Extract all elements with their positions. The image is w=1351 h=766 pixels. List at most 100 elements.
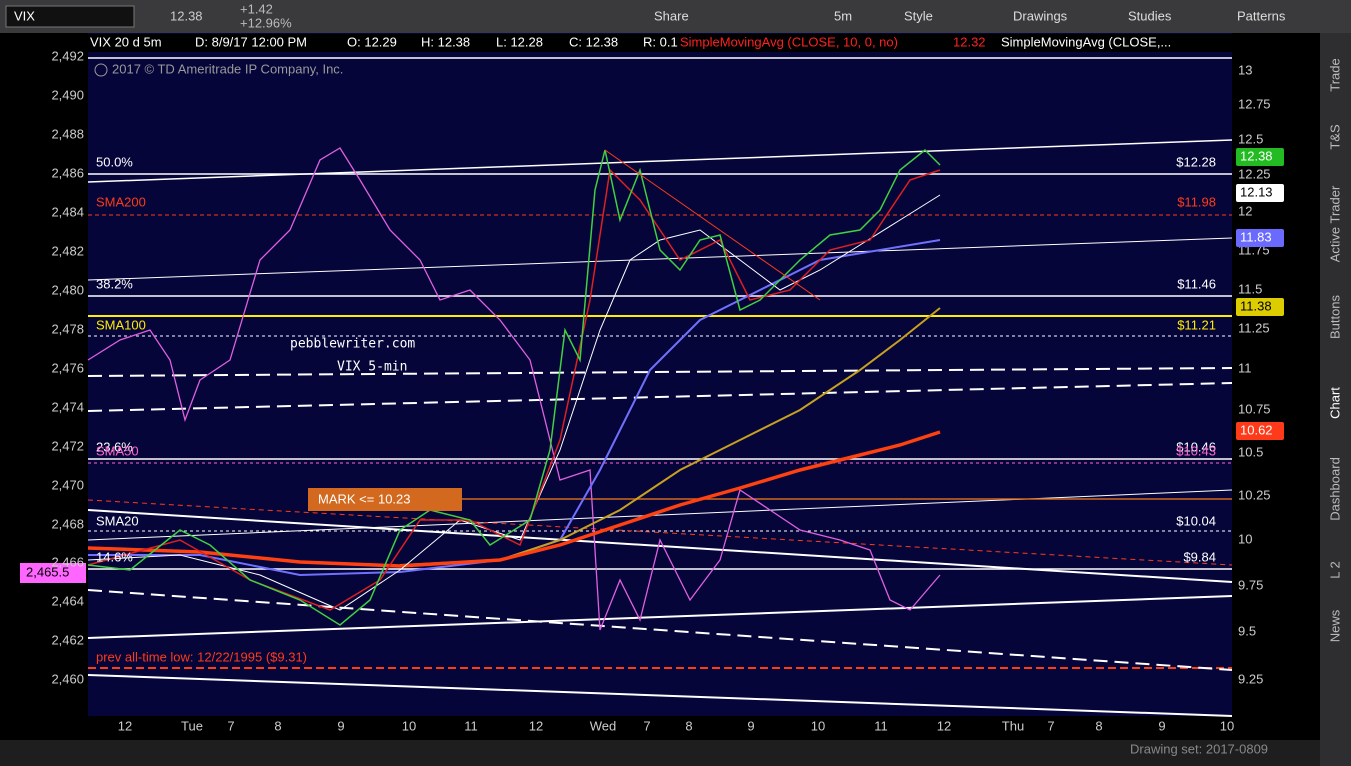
header-study: SimpleMovingAvg (CLOSE,... [1001, 34, 1171, 49]
header-open: O: 12.29 [347, 34, 397, 49]
info-icon [94, 63, 108, 77]
side-tab[interactable]: Dashboard [1327, 457, 1342, 521]
level-price: $11.98 [1177, 194, 1216, 209]
toolbar-button[interactable]: Patterns [1237, 8, 1286, 23]
left-tick-label: 2,470 [51, 477, 84, 492]
footer-bar [0, 740, 1320, 766]
header-series: VIX 20 d 5m [90, 34, 162, 49]
left-marker: 2,465.5 [26, 564, 69, 579]
price-badge [1236, 184, 1284, 202]
x-tick-label: 12 [529, 718, 543, 733]
right-tick-label: 13 [1238, 62, 1252, 77]
left-marker-box [20, 563, 86, 583]
price-line [87, 148, 941, 626]
x-tick-label: 10 [402, 718, 416, 733]
header-study-value: 12.32 [953, 34, 986, 49]
right-tick-label: 12.25 [1238, 166, 1271, 181]
left-tick-label: 2,464 [51, 593, 84, 608]
trend-line [87, 674, 1233, 717]
trend-line [87, 509, 1233, 583]
left-tick-label: 2,476 [51, 360, 84, 375]
side-tab[interactable]: L 2 [1327, 561, 1342, 579]
price-badge [1236, 229, 1284, 247]
side-tab[interactable]: Trade [1327, 58, 1342, 91]
toolbar [0, 0, 1351, 33]
change: +1.42 [240, 1, 273, 16]
annotation: VIX 5-min [337, 360, 407, 375]
mark-label-box[interactable] [308, 488, 462, 511]
level-label: SMA20 [96, 513, 139, 528]
left-tick-label: 2,462 [51, 632, 84, 647]
symbol-box[interactable] [5, 5, 135, 28]
toolbar-button[interactable]: Drawings [1013, 8, 1068, 23]
level-price: $9.84 [1183, 549, 1216, 564]
x-tick-label: 10 [1220, 718, 1234, 733]
price-badge [1236, 422, 1284, 440]
trend-line [87, 367, 1233, 377]
level-price: $10.46 [1176, 439, 1216, 454]
annotation: prev all-time low: 12/22/1995 ($9.31) [96, 649, 307, 664]
level-label: SMA50 [96, 443, 139, 458]
price-badge-label: 12.38 [1240, 148, 1273, 163]
level-price: $12.28 [1176, 154, 1216, 169]
x-tick-label: 8 [274, 718, 281, 733]
x-tick-label: 7 [643, 718, 650, 733]
header-low: L: 12.28 [496, 34, 543, 49]
header-study: SimpleMovingAvg (CLOSE, 10, 0, no) [680, 34, 898, 49]
side-tab[interactable]: T&S [1327, 124, 1342, 150]
annotation: pebblewriter.com [290, 337, 415, 352]
right-tick-label: 11.5 [1238, 281, 1262, 296]
price-badge [1236, 298, 1284, 316]
left-tick-label: 2,474 [51, 399, 84, 414]
trend-line [87, 382, 1233, 412]
toolbar-button[interactable]: Studies [1128, 8, 1172, 23]
sma10-line [87, 168, 941, 611]
drawings [87, 57, 1233, 717]
side-bar [1320, 33, 1351, 766]
level-label: SMA100 [96, 317, 146, 332]
level-label: 14.6% [96, 549, 133, 564]
header-bar [88, 34, 1232, 52]
right-tick-label: 11 [1238, 360, 1252, 375]
level-price: $11.21 [1177, 317, 1216, 332]
left-tick-label: 2,480 [51, 282, 84, 297]
trend-line [87, 237, 1233, 281]
side-tab[interactable]: Chart [1327, 387, 1342, 419]
toolbar-button[interactable]: 5m [834, 8, 852, 23]
level-price: $10.43 [1176, 443, 1216, 458]
trend-line [87, 139, 1233, 183]
symbol: VIX [14, 8, 35, 23]
trend-line [87, 499, 1233, 566]
toolbar-button[interactable]: Share [654, 8, 689, 23]
right-tick-label: 9.25 [1238, 671, 1263, 686]
right-tick-label: 10.25 [1238, 487, 1271, 502]
x-tick-label: 10 [811, 718, 825, 733]
x-tick-label: Thu [1002, 718, 1024, 733]
level-price: $11.46 [1177, 276, 1216, 291]
side-tab[interactable]: News [1327, 609, 1342, 642]
left-tick-label: 2,484 [51, 204, 84, 219]
toolbar-button[interactable]: Style [904, 8, 933, 23]
down-trend [604, 149, 821, 301]
level-price: $10.04 [1176, 513, 1216, 528]
sma200-line [87, 430, 941, 568]
price-badge-label: 11.38 [1240, 298, 1272, 313]
x-tick-label: 12 [118, 718, 132, 733]
left-axis-bg [0, 33, 88, 740]
header-high: H: 12.38 [421, 34, 470, 49]
right-tick-label: 11.25 [1238, 320, 1270, 335]
header-range: R: 0.1 [643, 34, 678, 49]
x-tick-label: 11 [874, 718, 888, 733]
left-tick-label: 2,468 [51, 516, 84, 531]
x-tick-label: 7 [227, 718, 234, 733]
trend-line [87, 595, 1233, 639]
side-tab[interactable]: Buttons [1327, 294, 1342, 339]
x-tick-label: 9 [1158, 718, 1165, 733]
level-label: SMA200 [96, 194, 146, 209]
sma100-line [399, 307, 941, 566]
price: 12.38 [170, 8, 203, 23]
x-tick-label: Wed [590, 718, 617, 733]
right-tick-label: 10.75 [1238, 401, 1271, 416]
side-tab[interactable]: Active Trader [1327, 185, 1342, 262]
